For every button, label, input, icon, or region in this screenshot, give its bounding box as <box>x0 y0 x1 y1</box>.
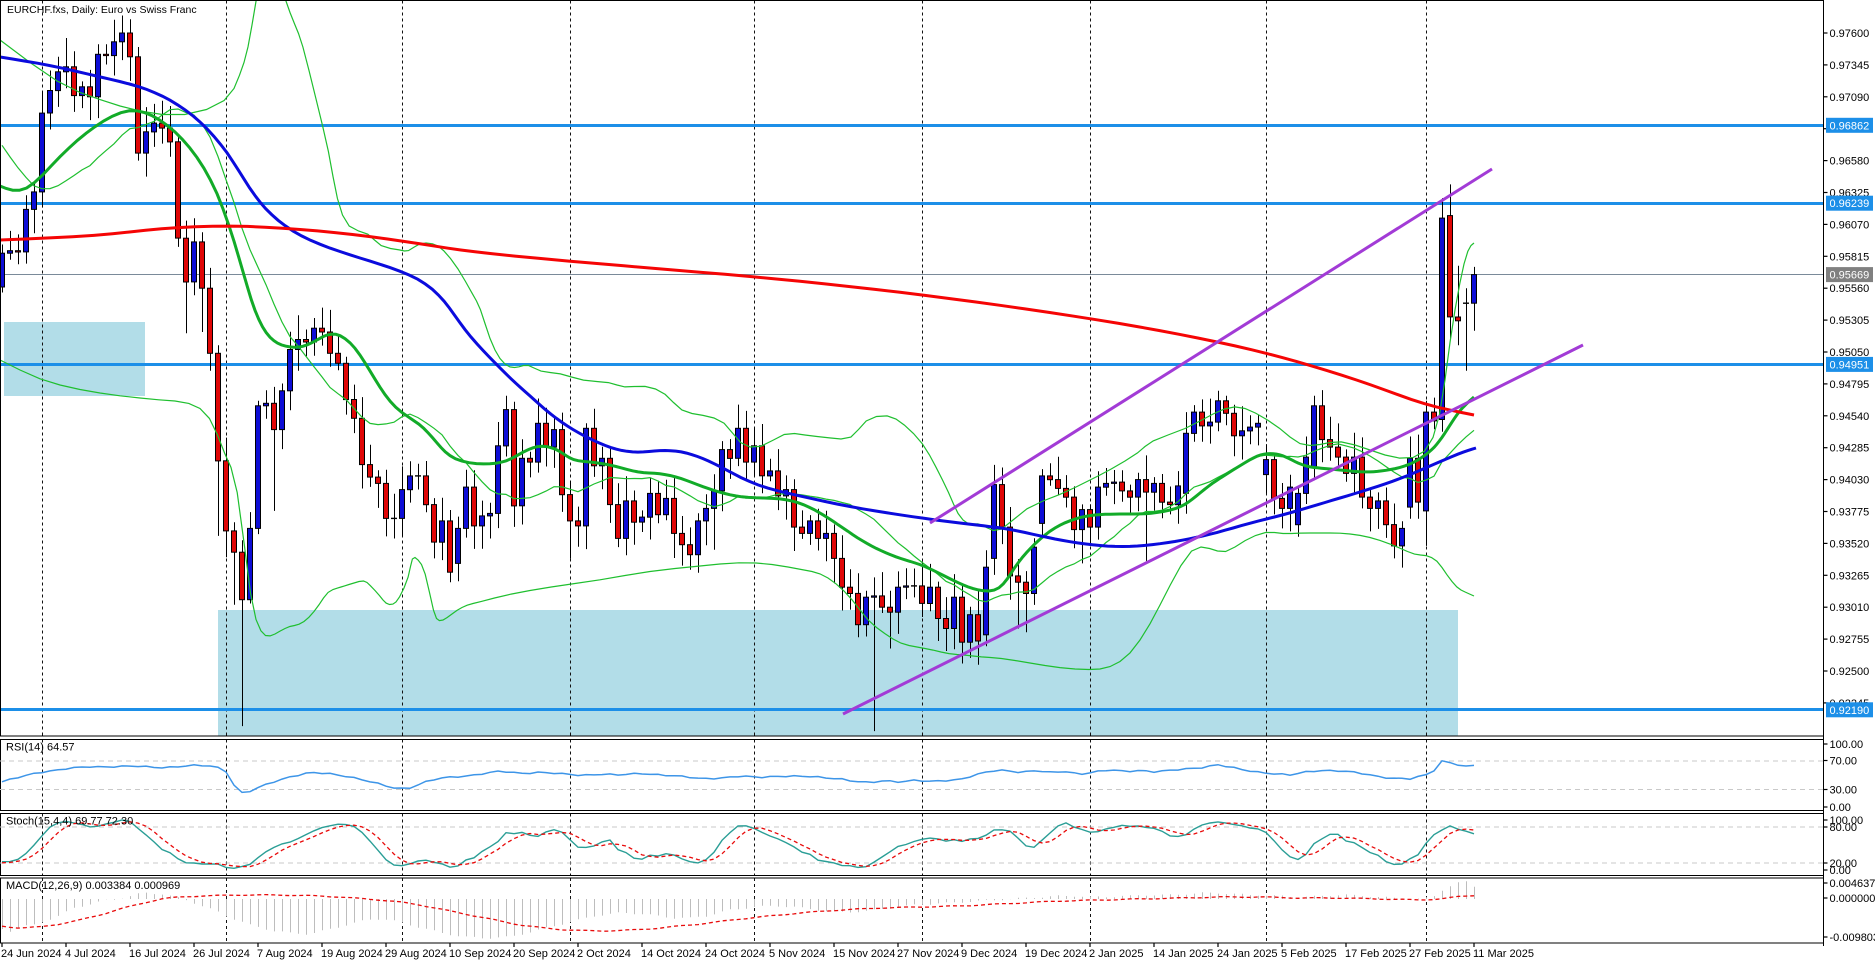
svg-text:0.96580: 0.96580 <box>1830 156 1870 168</box>
svg-text:20 Sep 2024: 20 Sep 2024 <box>513 948 575 960</box>
svg-text:70.00: 70.00 <box>1830 756 1858 768</box>
svg-text:0.95815: 0.95815 <box>1830 251 1870 263</box>
svg-text:0.95669: 0.95669 <box>1830 270 1870 282</box>
svg-text:100.00: 100.00 <box>1830 739 1864 751</box>
svg-text:MACD(12,26,9) 0.003384 0.00096: MACD(12,26,9) 0.003384 0.000969 <box>6 880 180 892</box>
svg-text:0.94030: 0.94030 <box>1830 475 1870 487</box>
svg-text:0.93265: 0.93265 <box>1830 570 1870 582</box>
svg-text:24 Jun 2024: 24 Jun 2024 <box>1 948 62 960</box>
svg-text:0.004637: 0.004637 <box>1830 878 1875 890</box>
svg-text:14 Jan 2025: 14 Jan 2025 <box>1153 948 1214 960</box>
svg-text:0.93520: 0.93520 <box>1830 538 1870 550</box>
svg-text:EURCHF.fxs, Daily: Euro vs Sw: EURCHF.fxs, Daily: Euro vs Swiss Franc <box>7 4 197 16</box>
svg-text:0.94540: 0.94540 <box>1830 411 1870 423</box>
svg-text:0.000000: 0.000000 <box>1830 893 1875 905</box>
svg-text:24 Jan 2025: 24 Jan 2025 <box>1217 948 1278 960</box>
svg-text:0.92190: 0.92190 <box>1830 705 1870 717</box>
svg-text:0.95560: 0.95560 <box>1830 283 1870 295</box>
svg-text:Stoch(15,4,4) 69.77 72.30: Stoch(15,4,4) 69.77 72.30 <box>6 816 133 828</box>
svg-text:-0.009803: -0.009803 <box>1830 932 1875 944</box>
svg-text:0.97345: 0.97345 <box>1830 60 1870 72</box>
svg-text:0.00: 0.00 <box>1830 865 1851 877</box>
svg-text:2 Oct 2024: 2 Oct 2024 <box>577 948 631 960</box>
svg-text:27 Feb 2025: 27 Feb 2025 <box>1409 948 1471 960</box>
svg-text:20.00: 20.00 <box>1830 858 1858 870</box>
svg-text:RSI(14) 64.57: RSI(14) 64.57 <box>6 742 74 754</box>
svg-text:2 Jan 2025: 2 Jan 2025 <box>1089 948 1143 960</box>
svg-text:0.94285: 0.94285 <box>1830 443 1870 455</box>
svg-text:0.94795: 0.94795 <box>1830 379 1870 391</box>
svg-text:0.96862: 0.96862 <box>1830 120 1870 132</box>
svg-text:16 Jul 2024: 16 Jul 2024 <box>129 948 186 960</box>
svg-text:0.00: 0.00 <box>1830 802 1851 814</box>
svg-text:19 Aug 2024: 19 Aug 2024 <box>321 948 383 960</box>
svg-text:80.00: 80.00 <box>1830 822 1858 834</box>
svg-text:11 Mar 2025: 11 Mar 2025 <box>1473 948 1534 960</box>
svg-text:9 Dec 2024: 9 Dec 2024 <box>961 948 1017 960</box>
svg-text:4 Jul 2024: 4 Jul 2024 <box>65 948 116 960</box>
svg-text:0.93775: 0.93775 <box>1830 507 1870 519</box>
svg-text:0.97090: 0.97090 <box>1830 92 1870 104</box>
svg-text:24 Oct 2024: 24 Oct 2024 <box>705 948 765 960</box>
svg-text:7 Aug 2024: 7 Aug 2024 <box>257 948 313 960</box>
svg-text:0.95050: 0.95050 <box>1830 347 1870 359</box>
svg-text:5 Feb 2025: 5 Feb 2025 <box>1281 948 1337 960</box>
svg-text:26 Jul 2024: 26 Jul 2024 <box>193 948 250 960</box>
svg-text:15 Nov 2024: 15 Nov 2024 <box>833 948 895 960</box>
svg-text:30.00: 30.00 <box>1830 785 1858 797</box>
svg-text:29 Aug 2024: 29 Aug 2024 <box>385 948 447 960</box>
svg-text:27 Nov 2024: 27 Nov 2024 <box>897 948 959 960</box>
svg-text:5 Nov 2024: 5 Nov 2024 <box>769 948 825 960</box>
svg-text:0.94951: 0.94951 <box>1830 359 1870 371</box>
svg-text:14 Oct 2024: 14 Oct 2024 <box>641 948 701 960</box>
svg-text:0.96239: 0.96239 <box>1830 198 1870 210</box>
svg-text:17 Feb 2025: 17 Feb 2025 <box>1345 948 1407 960</box>
svg-text:0.97600: 0.97600 <box>1830 28 1870 40</box>
svg-text:10 Sep 2024: 10 Sep 2024 <box>449 948 511 960</box>
svg-text:100.00: 100.00 <box>1830 815 1864 827</box>
svg-text:0.95305: 0.95305 <box>1830 315 1870 327</box>
svg-text:19 Dec 2024: 19 Dec 2024 <box>1025 948 1087 960</box>
svg-text:0.92755: 0.92755 <box>1830 634 1870 646</box>
svg-text:0.93010: 0.93010 <box>1830 602 1870 614</box>
svg-text:0.92500: 0.92500 <box>1830 666 1870 678</box>
svg-text:0.96070: 0.96070 <box>1830 219 1870 231</box>
